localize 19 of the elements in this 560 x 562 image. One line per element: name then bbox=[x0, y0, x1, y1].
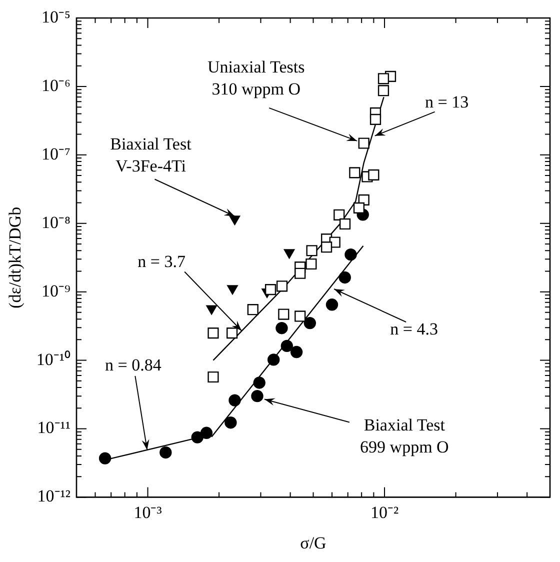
y-tick-label: 10⁻⁹ bbox=[42, 281, 71, 300]
y-tick-label: 10⁻¹¹ bbox=[37, 418, 70, 438]
annotation: n = 13 bbox=[425, 92, 469, 112]
annotation: n = 3.7 bbox=[138, 252, 186, 272]
annotation: n = 4.3 bbox=[390, 319, 438, 338]
y-tick-label: 10⁻⁸ bbox=[42, 212, 71, 232]
x-axis-title: σ/G bbox=[300, 533, 326, 552]
y-tick-label: 10⁻⁶ bbox=[42, 76, 71, 95]
annotation: Biaxial Test 699 wppm O bbox=[360, 416, 449, 457]
x-tick-label: 10⁻³ bbox=[134, 502, 162, 522]
y-tick-label: 10⁻¹⁰ bbox=[36, 350, 70, 369]
y-tick-label: 10⁻⁷ bbox=[42, 144, 71, 164]
x-tick-label: 10⁻² bbox=[370, 502, 399, 522]
annotation: Biaxial Test V-3Fe-4Ti bbox=[110, 134, 192, 176]
annotation: Uniaxial Tests 310 wppm O bbox=[208, 57, 305, 98]
y-axis-title: (dε/dt)kT/DGb bbox=[6, 206, 25, 308]
annotation: n = 0.84 bbox=[104, 355, 162, 374]
y-tick-label: 10⁻⁵ bbox=[42, 7, 71, 26]
y-tick-label: 10⁻¹² bbox=[37, 486, 70, 506]
